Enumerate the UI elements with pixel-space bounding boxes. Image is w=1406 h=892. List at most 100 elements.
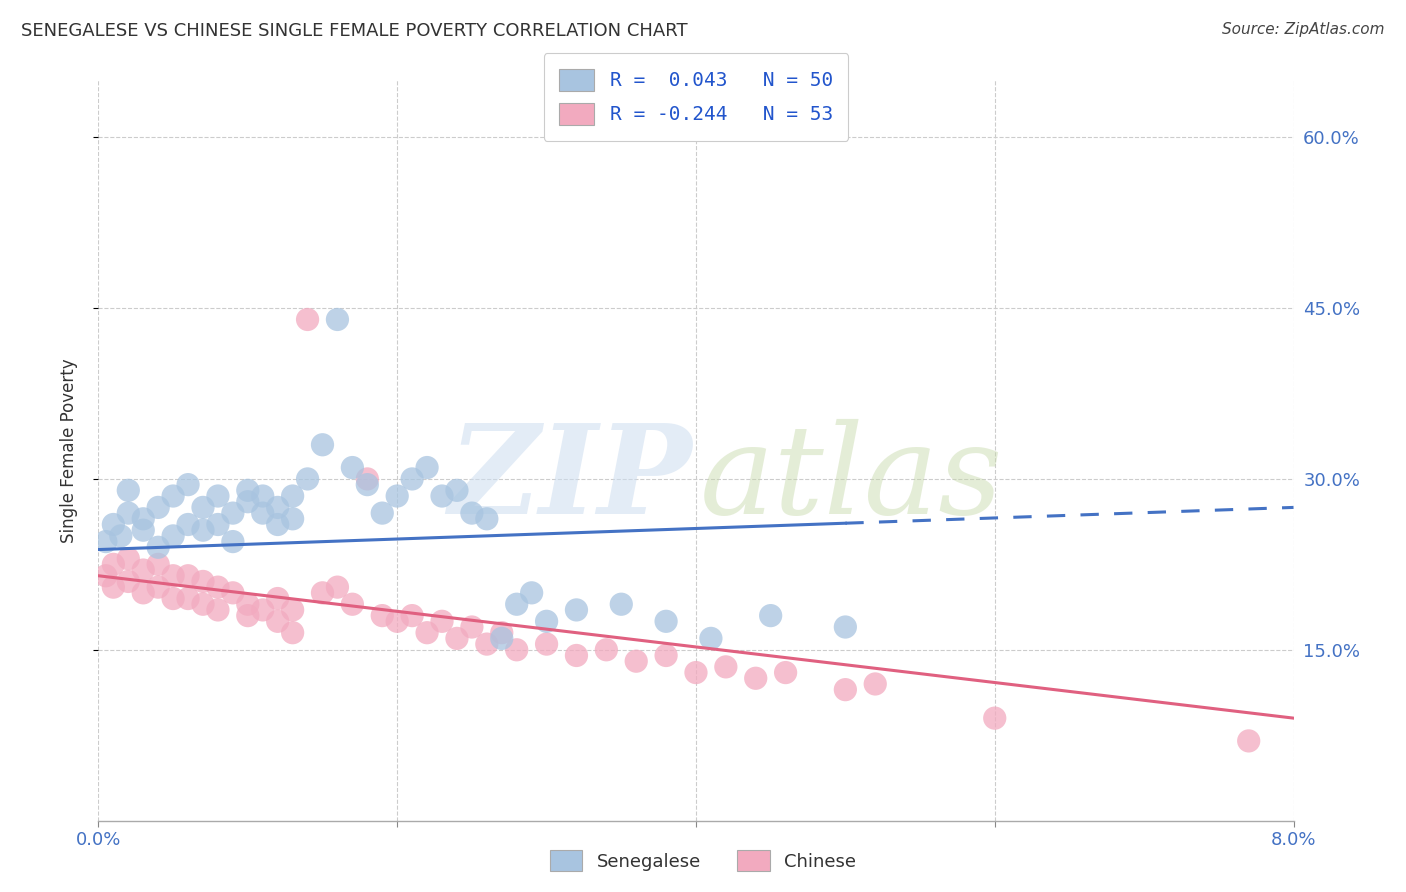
- Point: [132, 563, 155, 577]
- Point: [506, 597, 529, 611]
- Point: [191, 574, 214, 589]
- Point: [162, 529, 184, 543]
- Point: [626, 654, 648, 668]
- Point: [385, 489, 409, 503]
- Point: [236, 597, 259, 611]
- Point: [446, 483, 468, 498]
- Point: [491, 632, 513, 646]
- Text: atlas: atlas: [700, 419, 1002, 541]
- Point: [565, 648, 588, 663]
- Point: [191, 523, 214, 537]
- Point: [342, 460, 364, 475]
- Point: [371, 608, 394, 623]
- Point: [700, 632, 723, 646]
- Point: [94, 568, 117, 582]
- Point: [475, 512, 498, 526]
- Point: [610, 597, 633, 611]
- Point: [1237, 734, 1260, 748]
- Legend: R =  0.043   N = 50, R = -0.244   N = 53: R = 0.043 N = 50, R = -0.244 N = 53: [544, 53, 848, 141]
- Point: [191, 500, 214, 515]
- Point: [252, 603, 274, 617]
- Text: Source: ZipAtlas.com: Source: ZipAtlas.com: [1222, 22, 1385, 37]
- Point: [401, 608, 423, 623]
- Point: [297, 312, 319, 326]
- Point: [430, 615, 453, 629]
- Point: [162, 568, 184, 582]
- Point: [745, 671, 768, 685]
- Point: [461, 620, 484, 634]
- Point: [281, 603, 304, 617]
- Point: [94, 534, 117, 549]
- Point: [416, 460, 439, 475]
- Point: [207, 489, 229, 503]
- Point: [326, 580, 349, 594]
- Point: [236, 483, 259, 498]
- Point: [132, 586, 155, 600]
- Point: [491, 625, 513, 640]
- Point: [685, 665, 707, 680]
- Point: [385, 615, 409, 629]
- Point: [148, 558, 170, 572]
- Point: [132, 523, 155, 537]
- Point: [222, 506, 245, 520]
- Point: [207, 603, 229, 617]
- Point: [252, 506, 274, 520]
- Point: [281, 625, 304, 640]
- Point: [655, 615, 678, 629]
- Point: [162, 591, 184, 606]
- Point: [162, 489, 184, 503]
- Point: [371, 506, 394, 520]
- Point: [110, 529, 132, 543]
- Point: [132, 512, 155, 526]
- Point: [714, 660, 737, 674]
- Point: [865, 677, 887, 691]
- Point: [430, 489, 453, 503]
- Point: [595, 642, 617, 657]
- Point: [461, 506, 484, 520]
- Point: [267, 517, 290, 532]
- Point: [984, 711, 1007, 725]
- Text: ZIP: ZIP: [449, 419, 692, 541]
- Point: [117, 483, 139, 498]
- Legend: Senegalese, Chinese: Senegalese, Chinese: [543, 843, 863, 879]
- Point: [207, 517, 229, 532]
- Point: [252, 489, 274, 503]
- Point: [236, 494, 259, 508]
- Point: [177, 517, 200, 532]
- Point: [655, 648, 678, 663]
- Text: SENEGALESE VS CHINESE SINGLE FEMALE POVERTY CORRELATION CHART: SENEGALESE VS CHINESE SINGLE FEMALE POVE…: [21, 22, 688, 40]
- Point: [416, 625, 439, 640]
- Point: [342, 597, 364, 611]
- Point: [103, 558, 125, 572]
- Point: [177, 591, 200, 606]
- Point: [117, 551, 139, 566]
- Point: [267, 500, 290, 515]
- Point: [311, 438, 333, 452]
- Point: [506, 642, 529, 657]
- Point: [536, 615, 558, 629]
- Point: [297, 472, 319, 486]
- Point: [401, 472, 423, 486]
- Point: [267, 615, 290, 629]
- Point: [565, 603, 588, 617]
- Point: [834, 620, 856, 634]
- Point: [222, 586, 245, 600]
- Point: [520, 586, 543, 600]
- Point: [311, 586, 333, 600]
- Point: [536, 637, 558, 651]
- Point: [759, 608, 782, 623]
- Point: [177, 568, 200, 582]
- Point: [117, 506, 139, 520]
- Point: [475, 637, 498, 651]
- Point: [356, 472, 378, 486]
- Point: [103, 580, 125, 594]
- Point: [775, 665, 797, 680]
- Point: [267, 591, 290, 606]
- Point: [148, 500, 170, 515]
- Point: [834, 682, 856, 697]
- Point: [207, 580, 229, 594]
- Point: [177, 477, 200, 491]
- Point: [148, 580, 170, 594]
- Point: [446, 632, 468, 646]
- Point: [326, 312, 349, 326]
